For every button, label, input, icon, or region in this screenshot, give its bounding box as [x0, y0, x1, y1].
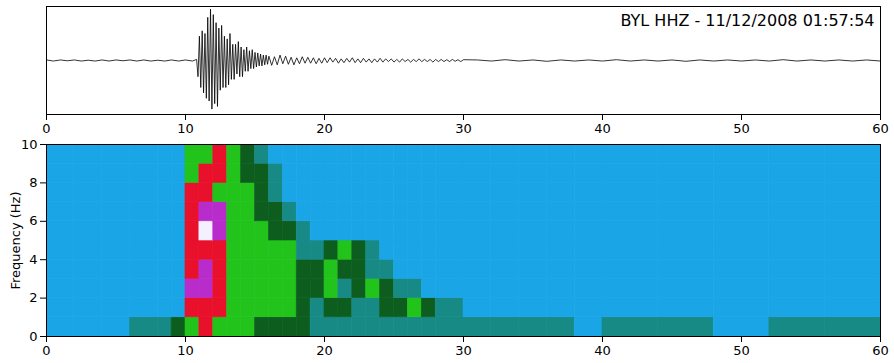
- svg-text:0: 0: [42, 343, 50, 358]
- svg-text:60: 60: [872, 343, 889, 358]
- svg-text:50: 50: [733, 121, 750, 136]
- svg-text:BYL HHZ - 11/12/2008 01:57:54: BYL HHZ - 11/12/2008 01:57:54: [620, 11, 874, 30]
- svg-text:40: 40: [594, 121, 611, 136]
- svg-text:8: 8: [29, 175, 37, 190]
- svg-text:Frequency (Hz): Frequency (Hz): [8, 191, 23, 289]
- svg-text:40: 40: [594, 343, 611, 358]
- svg-text:30: 30: [455, 343, 472, 358]
- svg-text:10: 10: [177, 343, 194, 358]
- svg-text:0: 0: [42, 121, 50, 136]
- svg-text:6: 6: [29, 213, 37, 228]
- svg-text:50: 50: [733, 343, 750, 358]
- svg-text:0: 0: [29, 329, 37, 344]
- svg-text:10: 10: [21, 137, 38, 152]
- svg-text:10: 10: [177, 121, 194, 136]
- svg-text:4: 4: [29, 252, 37, 267]
- svg-text:20: 20: [316, 343, 333, 358]
- svg-text:60: 60: [872, 121, 889, 136]
- svg-text:20: 20: [316, 121, 333, 136]
- svg-text:2: 2: [29, 290, 37, 305]
- svg-text:30: 30: [455, 121, 472, 136]
